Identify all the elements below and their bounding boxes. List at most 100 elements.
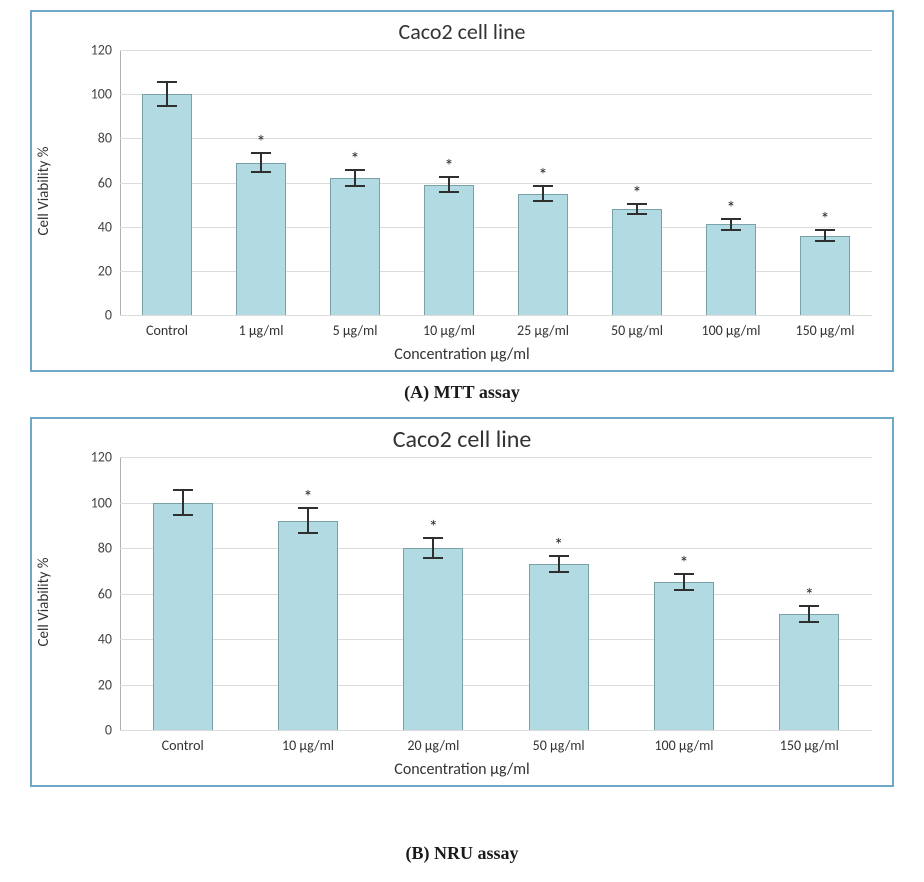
x-tick-label: 150 μg/ml — [747, 737, 872, 754]
x-tick-label: 25 μg/ml — [496, 322, 590, 339]
error-bar — [799, 605, 819, 614]
x-tick-labels-a: Control1 μg/ml5 μg/ml10 μg/ml25 μg/ml50 … — [120, 322, 872, 339]
significance-star: * — [727, 202, 736, 216]
bar — [654, 582, 714, 730]
bar — [153, 503, 213, 731]
bar-slot: * — [590, 50, 684, 315]
bar-group — [153, 473, 213, 730]
bar-group: * — [800, 213, 850, 315]
y-tick-label: 100 — [91, 494, 120, 511]
x-tick-label: 100 μg/ml — [684, 322, 778, 339]
bars-row: * * * * * * * — [120, 50, 872, 315]
error-bar — [439, 176, 459, 185]
x-tick-label: 20 μg/ml — [371, 737, 496, 754]
error-bar — [298, 507, 318, 520]
chart-title-b: Caco2 cell line — [32, 425, 892, 454]
significance-star: * — [679, 557, 688, 571]
error-bar — [157, 81, 177, 94]
significance-star: * — [633, 187, 642, 201]
significance-star: * — [539, 169, 548, 183]
y-tick-label: 100 — [91, 86, 120, 103]
bar — [529, 564, 589, 730]
bar-slot: * — [747, 457, 872, 730]
plot-area-b: 020406080100120***** — [120, 457, 872, 731]
figure-wrap: Caco2 cell line Cell Viability % 0 20 40 60… — [0, 0, 924, 864]
bar-group: * — [529, 539, 589, 730]
significance-star: * — [821, 213, 830, 227]
y-tick-label: 80 — [98, 540, 120, 557]
bar — [142, 94, 192, 315]
panel-a: Caco2 cell line Cell Viability % 0204060… — [30, 10, 894, 372]
plot-region-b: 020406080100120***** Control10 μg/ml20 μ… — [120, 457, 872, 731]
error-bar — [423, 537, 443, 548]
error-bar — [173, 489, 193, 502]
bar — [403, 548, 463, 730]
bar-group — [142, 65, 192, 315]
error-bar — [345, 169, 365, 178]
significance-star: * — [805, 589, 814, 603]
error-bar — [251, 152, 271, 163]
x-axis-label-a: Concentration μg/ml — [32, 345, 892, 364]
y-tick-label: 60 — [98, 585, 120, 602]
plot-area-a: 020406080100120******* — [120, 50, 872, 316]
bar-slot: * — [245, 457, 370, 730]
bar-group: * — [424, 160, 474, 315]
bar-slot: * — [621, 457, 746, 730]
y-tick-label: 60 — [98, 174, 120, 191]
x-tick-label: 50 μg/ml — [590, 322, 684, 339]
significance-star: * — [554, 539, 563, 553]
x-tick-label: 150 μg/ml — [778, 322, 872, 339]
gridline — [120, 730, 872, 731]
significance-star: * — [429, 521, 438, 535]
y-axis-label-a: Cell Viability % — [35, 146, 53, 235]
bar-slot: * — [496, 457, 621, 730]
bar-group: * — [779, 589, 839, 730]
y-tick-label: 0 — [105, 307, 120, 324]
bar — [706, 224, 756, 315]
bar-group: * — [278, 491, 338, 730]
significance-star: * — [304, 491, 313, 505]
x-tick-labels-b: Control10 μg/ml20 μg/ml50 μg/ml100 μg/ml… — [120, 737, 872, 754]
bar-slot: * — [684, 50, 778, 315]
bar-slot — [120, 457, 245, 730]
bar — [800, 236, 850, 316]
caption-b: (B) NRU assay — [30, 843, 894, 864]
bar — [518, 194, 568, 315]
x-tick-label: Control — [120, 322, 214, 339]
panel-b: Caco2 cell line Cell Viability % 0 20 40 60… — [30, 417, 894, 787]
bar-slot: * — [371, 457, 496, 730]
y-tick-label: 120 — [91, 449, 120, 466]
y-tick-label: 40 — [98, 631, 120, 648]
bar — [779, 614, 839, 730]
bar-group: * — [403, 521, 463, 730]
y-tick-label: 120 — [91, 42, 120, 59]
bar — [236, 163, 286, 315]
bar-group: * — [612, 187, 662, 315]
bar-group: * — [706, 202, 756, 315]
y-tick-label: 20 — [98, 676, 120, 693]
y-tick-label: 40 — [98, 218, 120, 235]
x-tick-label: 100 μg/ml — [621, 737, 746, 754]
y-tick-label: 0 — [105, 722, 120, 739]
error-bar — [533, 185, 553, 194]
bars-row: * * * * * — [120, 457, 872, 730]
x-axis-label-b: Concentration μg/ml — [32, 760, 892, 779]
x-tick-label: 10 μg/ml — [245, 737, 370, 754]
x-tick-label: 1 μg/ml — [214, 322, 308, 339]
bar-group: * — [518, 169, 568, 315]
bar-slot: * — [214, 50, 308, 315]
bar — [330, 178, 380, 315]
bar-slot: * — [778, 50, 872, 315]
bar — [612, 209, 662, 315]
bar-group: * — [236, 136, 286, 315]
error-bar — [674, 573, 694, 582]
significance-star: * — [445, 160, 454, 174]
error-bar — [549, 555, 569, 564]
x-tick-label: 5 μg/ml — [308, 322, 402, 339]
y-axis-label-b: Cell Viability % — [35, 557, 53, 646]
y-tick-label: 80 — [98, 130, 120, 147]
bar-group: * — [330, 153, 380, 315]
gridline — [120, 315, 872, 316]
bar-group: * — [654, 557, 714, 730]
bar-slot: * — [496, 50, 590, 315]
